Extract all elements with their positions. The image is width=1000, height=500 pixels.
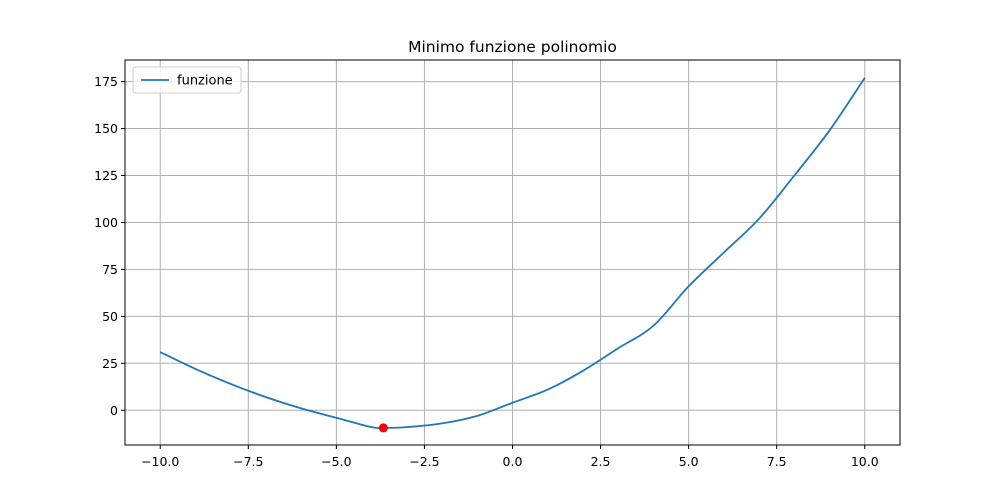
y-tick-label: 50 xyxy=(102,309,118,324)
legend-box xyxy=(132,66,242,94)
legend-label: funzione xyxy=(177,74,233,89)
grid xyxy=(125,60,900,445)
y-tick-label: 175 xyxy=(94,74,118,89)
y-tick-label: 75 xyxy=(102,262,118,277)
chart-title: Minimo funzione polinomio xyxy=(408,38,617,56)
x-tick-label: 5.0 xyxy=(679,454,699,469)
x-tick-label: 0.0 xyxy=(503,454,523,469)
x-tick-label: 7.5 xyxy=(767,454,787,469)
y-tick-label: 100 xyxy=(94,215,118,230)
y-tick-label: 125 xyxy=(94,168,118,183)
x-tick-label: 10.0 xyxy=(851,454,879,469)
plot-area xyxy=(159,77,866,433)
x-tick-label: 2.5 xyxy=(591,454,611,469)
y-tick-label: 25 xyxy=(102,356,118,371)
minimum-point-marker xyxy=(378,423,388,433)
legend: funzione xyxy=(132,66,242,94)
x-tick-label: −5.0 xyxy=(321,454,351,469)
series-line-funzione xyxy=(159,77,866,430)
x-tick-label: −7.5 xyxy=(233,454,263,469)
ticks: −10.0 −7.5 −5.0 −2.5 0.0 2.5 5.0 7.5 10.0 0 25 50 75… xyxy=(94,74,879,469)
y-tick-label: 150 xyxy=(94,121,118,136)
y-tick-label: 0 xyxy=(110,403,118,418)
x-tick-label: −10.0 xyxy=(141,454,179,469)
x-tick-label: −2.5 xyxy=(409,454,439,469)
